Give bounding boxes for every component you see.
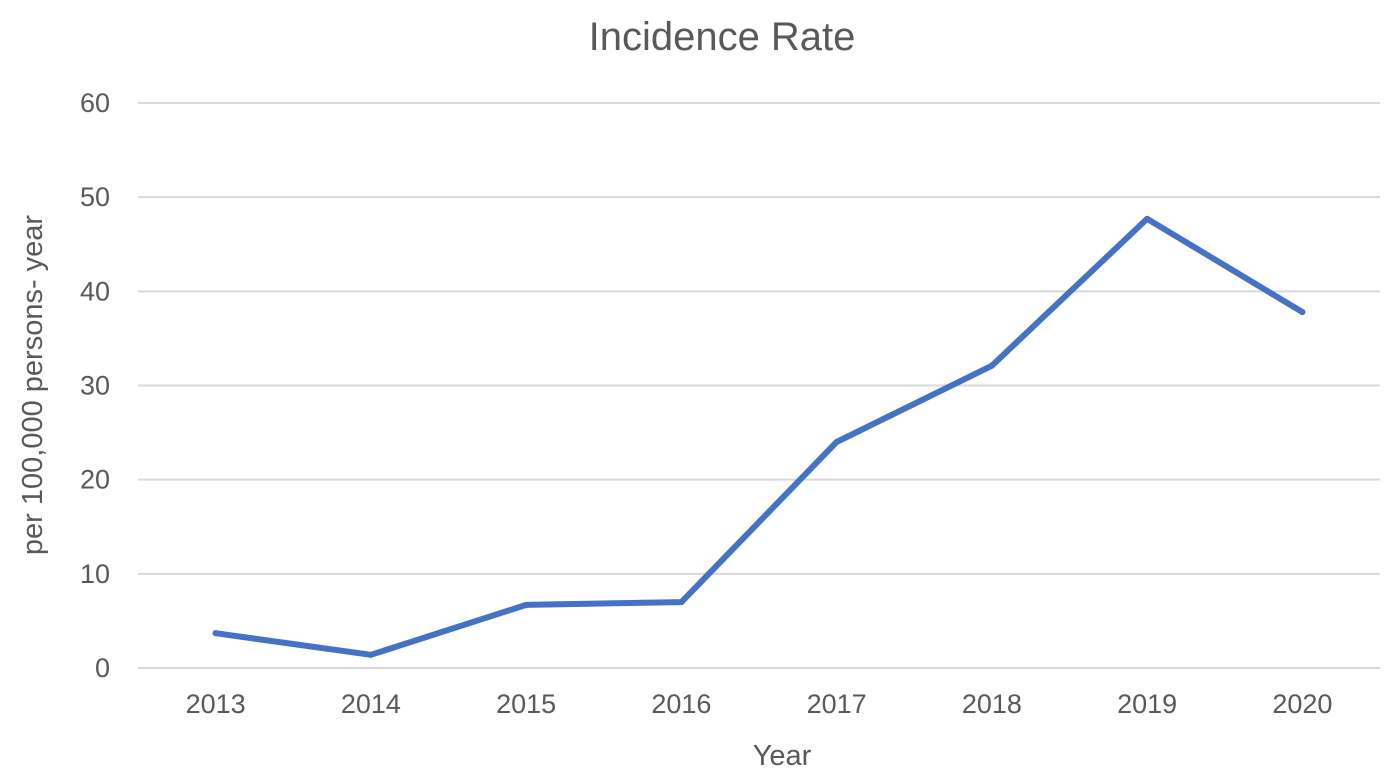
y-tick-label: 10 xyxy=(80,559,110,589)
y-tick-label: 50 xyxy=(80,182,110,212)
x-axis-title: Year xyxy=(753,740,812,772)
data-point-2016 xyxy=(678,599,685,606)
data-point-2018 xyxy=(988,362,995,369)
y-tick-label: 30 xyxy=(80,371,110,401)
x-tick-label: 2020 xyxy=(1272,689,1332,719)
y-axis-title: per 100,000 persons- year xyxy=(17,215,49,555)
y-tick-label: 20 xyxy=(80,465,110,495)
series-line xyxy=(212,215,1306,658)
y-tick-label: 60 xyxy=(80,88,110,118)
x-tick-label: 2016 xyxy=(651,689,711,719)
series-group xyxy=(212,215,1306,658)
data-point-2013 xyxy=(212,630,219,637)
gridlines xyxy=(138,102,1380,669)
x-tick-label: 2013 xyxy=(186,689,246,719)
y-tick-label: 0 xyxy=(95,653,110,683)
data-point-2019 xyxy=(1144,215,1151,222)
data-point-2017 xyxy=(833,439,840,445)
x-tick-label: 2014 xyxy=(341,689,401,719)
data-point-2014 xyxy=(367,651,374,658)
y-axis-ticks: 0 10 20 30 40 50 60 xyxy=(80,88,110,683)
x-tick-label: 2019 xyxy=(1117,689,1177,719)
data-point-2015 xyxy=(523,601,530,608)
data-point-2020 xyxy=(1299,309,1306,316)
x-tick-label: 2015 xyxy=(496,689,556,719)
x-tick-label: 2017 xyxy=(807,689,867,719)
chart-title: Incidence Rate xyxy=(589,15,856,59)
x-axis-ticks: 2013 2014 2015 2016 2017 2018 2019 2020 xyxy=(186,689,1333,719)
y-tick-label: 40 xyxy=(80,276,110,306)
x-tick-label: 2018 xyxy=(962,689,1022,719)
